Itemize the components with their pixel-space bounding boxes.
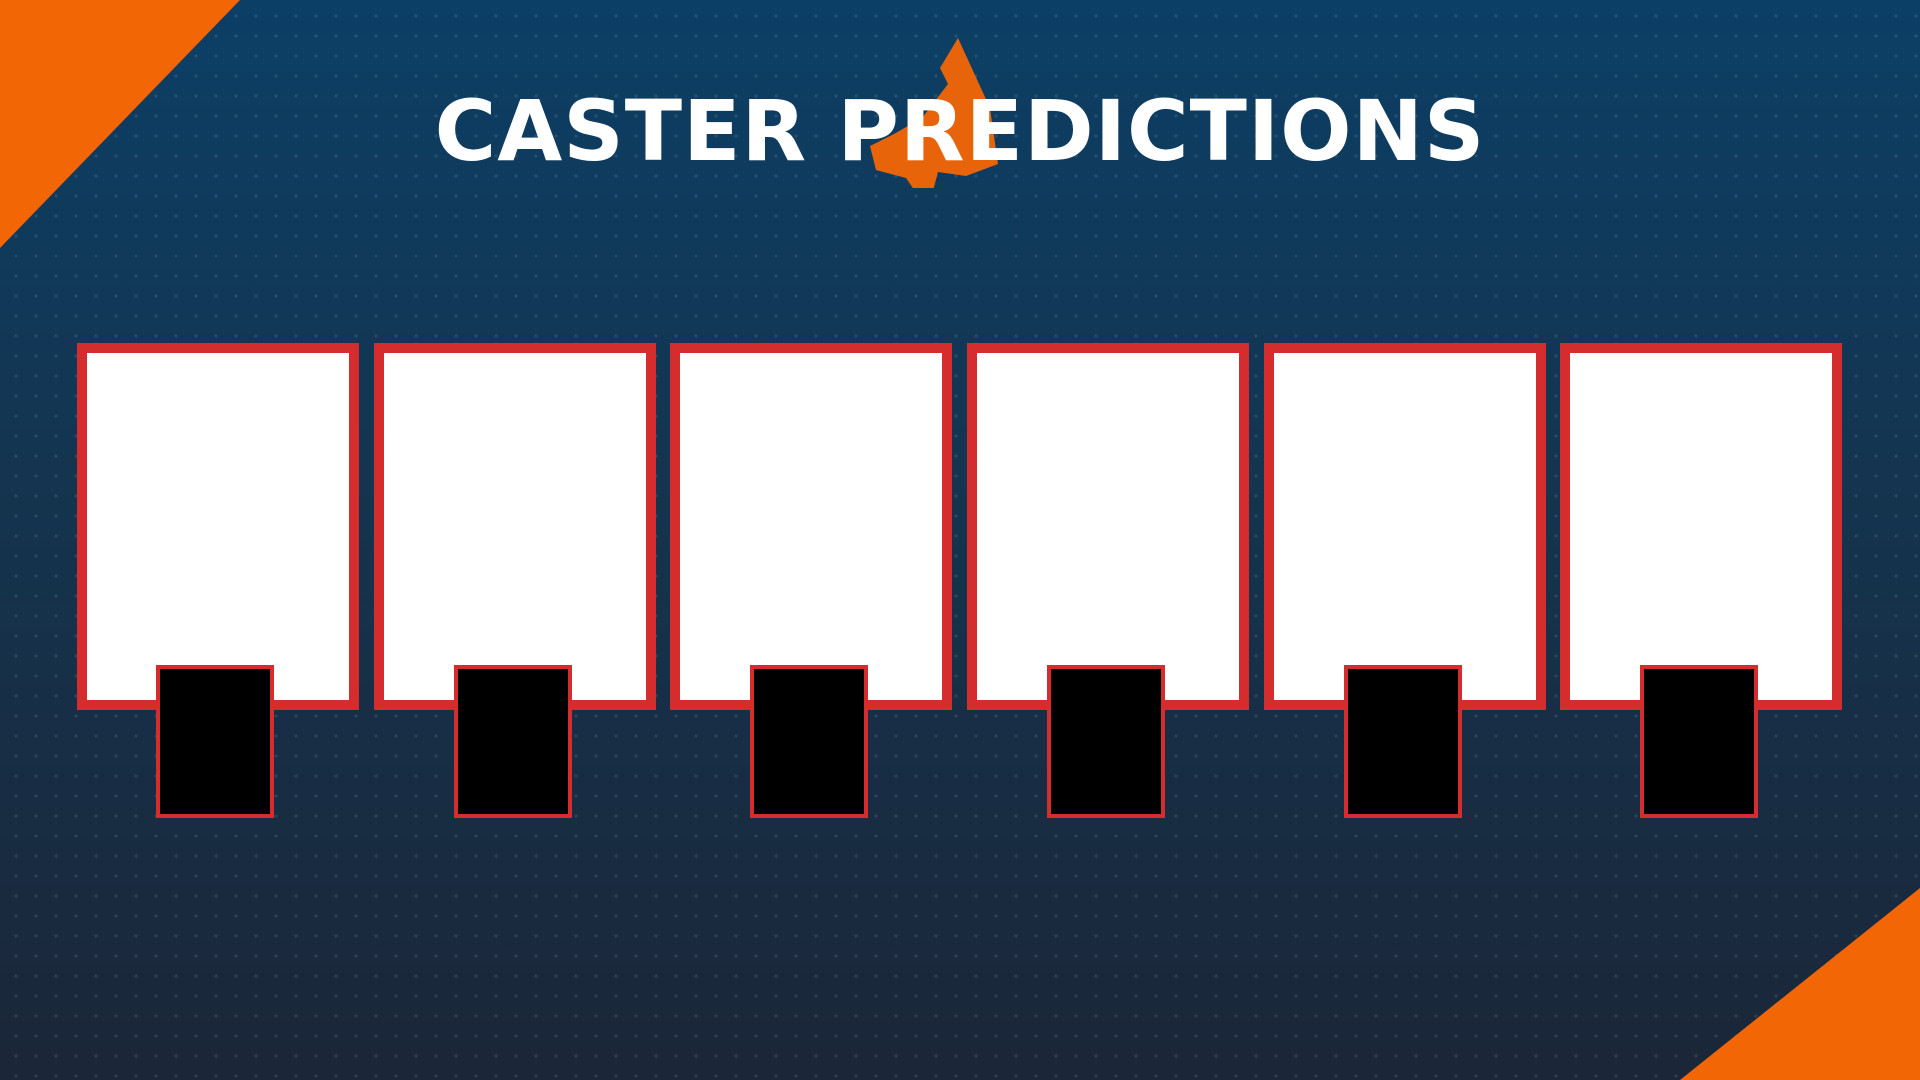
caster-pick-badge-3: [750, 665, 868, 818]
fox-logo-icon: [870, 38, 998, 188]
page-title: CASTER PREDICTIONS: [434, 82, 1486, 180]
caster-card-3: [670, 343, 952, 710]
caster-pick-badge-4: [1047, 665, 1165, 818]
caster-card-1: [77, 343, 359, 710]
caster-card-5: [1264, 343, 1546, 710]
caster-pick-badge-1: [156, 665, 274, 818]
caster-pick-badge-2: [454, 665, 572, 818]
caster-pick-badge-6: [1640, 665, 1758, 818]
caster-card-2: [374, 343, 656, 710]
caster-card-4: [967, 343, 1249, 710]
caster-pick-badge-5: [1344, 665, 1462, 818]
caster-card-6: [1560, 343, 1842, 710]
